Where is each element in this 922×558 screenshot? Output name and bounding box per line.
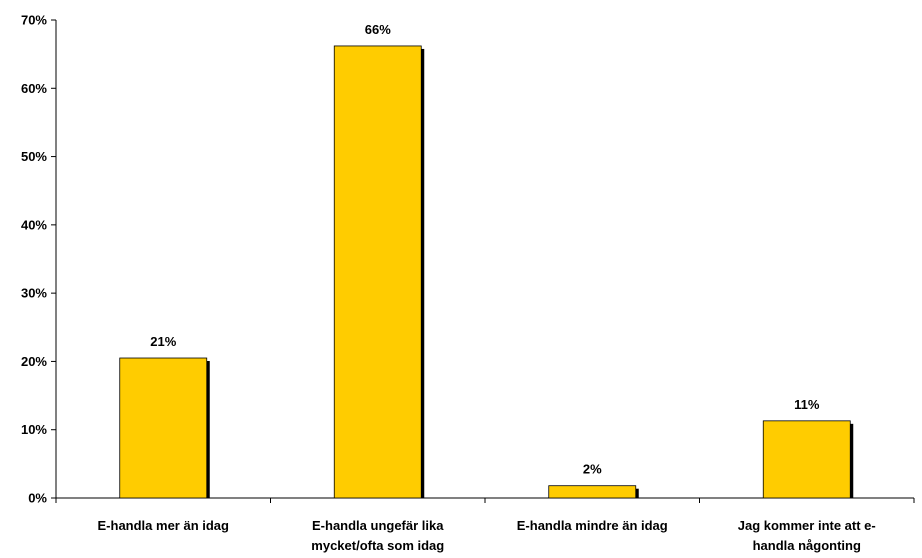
data-label: 2%	[583, 462, 602, 477]
y-tick-label: 30%	[21, 286, 47, 301]
x-axis	[55, 497, 915, 503]
y-axis: 0% 10% 20% 30% 40% 50% 60% 70%	[21, 13, 57, 506]
category-labels: E-handla mer än idag E-handla ungefär lik…	[98, 518, 876, 553]
bar	[333, 45, 422, 499]
category-label: E-handla mer än idag	[98, 518, 230, 533]
category-label-line: handla någonting	[753, 538, 861, 553]
y-tick-label: 0%	[28, 491, 47, 506]
y-tick-label: 50%	[21, 149, 47, 164]
y-tick-label: 70%	[21, 13, 47, 28]
data-label: 11%	[794, 397, 820, 412]
y-tick-label: 60%	[21, 81, 47, 96]
category-label-line: E-handla ungefär lika	[312, 518, 444, 533]
category-label-line: E-handla mindre än idag	[517, 518, 668, 533]
data-labels: 21% 66% 2% 11%	[150, 22, 820, 477]
y-tick-label: 40%	[21, 217, 47, 232]
bars	[119, 45, 854, 499]
bar	[548, 485, 637, 499]
bar	[119, 357, 208, 499]
category-label: E-handla mindre än idag	[517, 518, 668, 533]
data-label: 66%	[365, 22, 391, 37]
bar	[762, 420, 851, 499]
category-label-line: E-handla mer än idag	[98, 518, 230, 533]
data-label: 21%	[150, 334, 176, 349]
category-label-line: mycket/ofta som idag	[311, 538, 444, 553]
category-label-line: Jag kommer inte att e-	[738, 518, 876, 533]
category-label: Jag kommer inte att e-handla någonting	[738, 518, 876, 553]
y-tick-label: 20%	[21, 354, 47, 369]
y-tick-label: 10%	[21, 422, 47, 437]
category-label: E-handla ungefär lika mycket/ofta som ida…	[311, 518, 444, 553]
